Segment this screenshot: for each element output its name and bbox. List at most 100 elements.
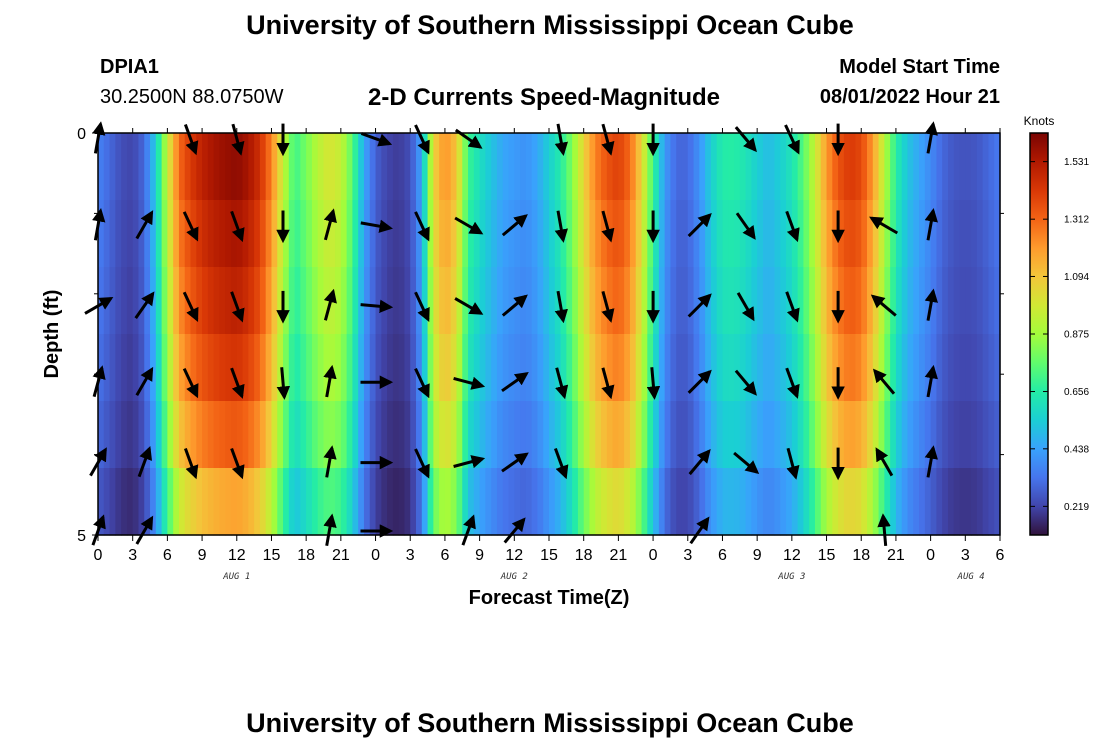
heatmap-cell [485, 200, 492, 268]
heatmap-cell [387, 133, 394, 201]
heatmap-cell [190, 133, 197, 201]
heatmap-cell [213, 468, 221, 536]
heatmap-cell [676, 334, 683, 402]
heatmap-cell [496, 133, 504, 201]
heatmap-cell [213, 401, 221, 469]
heatmap-cell [416, 200, 423, 268]
heatmap-cell [653, 468, 660, 536]
heatmap-cell [468, 200, 475, 268]
date-label: AUG 4 [957, 572, 985, 582]
x-tick-label: 3 [406, 547, 415, 564]
heatmap-cell [225, 401, 232, 469]
heatmap-cell [942, 468, 949, 536]
heatmap-cell [196, 334, 203, 402]
heatmap-cell [843, 200, 851, 268]
heatmap-cell [653, 401, 660, 469]
current-arrow [414, 124, 430, 155]
heatmap-cell [346, 200, 354, 268]
heatmap-cell [202, 267, 209, 335]
chart-subtitle: 2-D Currents Speed-Magnitude [368, 84, 721, 111]
heatmap-cell [820, 401, 828, 469]
heatmap-cell [959, 334, 966, 402]
heatmap-cell [566, 401, 573, 469]
heatmap-cell [242, 267, 249, 335]
heatmap-cell [392, 468, 400, 536]
heatmap-cell [653, 334, 660, 402]
heatmap-cell [537, 334, 544, 402]
heatmap-cell [757, 267, 764, 335]
heatmap-cell [953, 133, 961, 201]
heatmap-cell [641, 334, 648, 402]
station-coordinates: 30.2500N 88.0750W [100, 86, 284, 108]
heatmap-cell [271, 334, 278, 402]
heatmap-cell [710, 334, 718, 402]
heatmap-cell [468, 401, 475, 469]
heatmap-cell [173, 267, 180, 335]
heatmap-cell [468, 468, 475, 536]
heatmap-cell [670, 468, 677, 536]
heatmap-cell [895, 468, 903, 536]
heatmap-cell [161, 200, 168, 268]
heatmap-cell [358, 334, 365, 402]
heatmap-cell [369, 334, 377, 402]
heatmap-cell [392, 401, 400, 469]
heatmap-cell [236, 401, 244, 469]
heatmap-cell [867, 401, 874, 469]
heatmap-cell [947, 401, 955, 469]
heatmap-cell [994, 133, 1001, 201]
heatmap-cell [658, 200, 666, 268]
heatmap-cell [554, 200, 562, 268]
heatmap-cell [427, 468, 434, 536]
heatmap-cell [797, 334, 805, 402]
heatmap-cell [103, 401, 111, 469]
heatmap-cell [317, 468, 325, 536]
heatmap-cell [768, 200, 776, 268]
heatmap-cell [219, 133, 226, 201]
heatmap-cell [352, 334, 359, 402]
x-tick-label: 0 [371, 547, 380, 564]
heatmap-cell [710, 200, 718, 268]
heatmap-cell [294, 468, 301, 536]
current-arrow [453, 376, 486, 390]
heatmap-cell [809, 334, 816, 402]
heatmap-cell [734, 133, 741, 201]
heatmap-cell [421, 401, 429, 469]
heatmap-cell [485, 133, 492, 201]
heatmap-cell [184, 401, 192, 469]
heatmap-cell [745, 401, 752, 469]
heatmap-cell [271, 133, 278, 201]
heatmap-cell [473, 334, 481, 402]
heatmap-cell [687, 267, 695, 335]
heatmap-cell [861, 267, 868, 335]
heatmap-cell [178, 334, 186, 402]
heatmap-cell [248, 133, 255, 201]
heatmap-cell [346, 401, 354, 469]
heatmap-cell [867, 200, 874, 268]
heatmap-cell [300, 468, 307, 536]
heatmap-cell [219, 468, 226, 536]
heatmap-cell [982, 200, 990, 268]
x-tick-label: 9 [753, 547, 762, 564]
heatmap-cell [913, 267, 920, 335]
heatmap-cell [728, 133, 735, 201]
heatmap-cell [913, 401, 920, 469]
heatmap-cell [109, 267, 116, 335]
heatmap-cell [196, 133, 203, 201]
heatmap-cell [277, 267, 284, 335]
heatmap-cell [410, 267, 417, 335]
heatmap-cell [947, 133, 955, 201]
heatmap-cell [953, 200, 961, 268]
heatmap-cell [739, 401, 747, 469]
heatmap-cell [248, 267, 255, 335]
heatmap-cell [595, 200, 602, 268]
heatmap-cell [456, 401, 463, 469]
heatmap-cell [317, 334, 325, 402]
heatmap-cell [693, 267, 700, 335]
current-arrow [501, 294, 528, 317]
heatmap-cell [265, 200, 273, 268]
heatmap-cell [681, 401, 689, 469]
heatmap-cell [814, 133, 822, 201]
heatmap-cell [288, 468, 296, 536]
heatmap-cell [98, 267, 105, 335]
x-tick-label: 6 [440, 547, 449, 564]
